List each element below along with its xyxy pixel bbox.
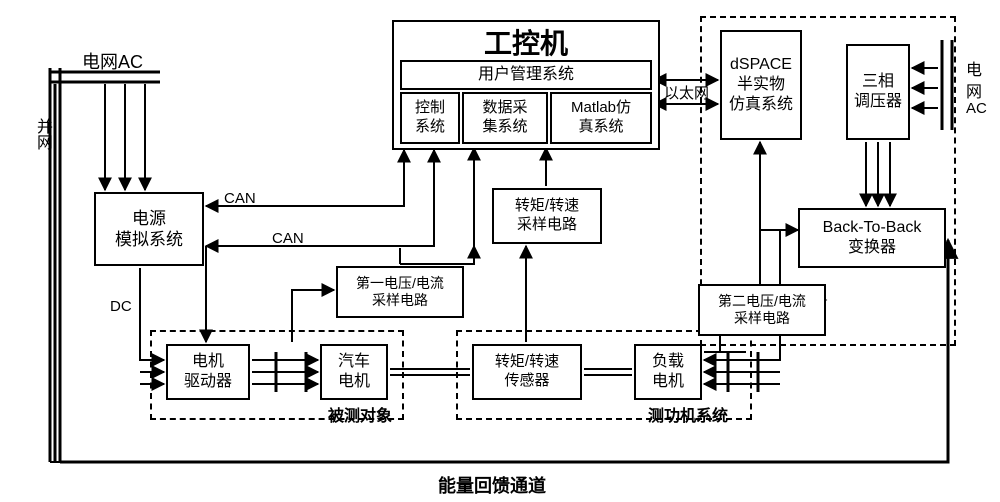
daq-sys-box: 数据采集系统	[462, 92, 548, 144]
motor-drv-box: 电机驱动器	[166, 344, 250, 400]
dut-label: 被测对象	[328, 402, 392, 426]
dc-label: DC	[110, 298, 132, 315]
car-motor-box: 汽车电机	[320, 344, 388, 400]
vi2-box: 第二电压/电流采样电路	[698, 284, 826, 336]
psu-sim-box: 电源模拟系统	[94, 192, 204, 266]
ums-box: 用户管理系统	[400, 60, 652, 90]
load-motor-box: 负载电机	[634, 344, 702, 400]
grid-r3: AC	[966, 100, 987, 117]
vi1-box: 第一电压/电流采样电路	[336, 266, 464, 318]
can-label-2: CAN	[272, 230, 304, 247]
parallel-label: 并网	[30, 118, 54, 150]
regulator-box: 三相调压器	[846, 44, 910, 140]
dspace-box: dSPACE半实物仿真系统	[720, 30, 802, 140]
grid-r2: 网	[966, 78, 982, 102]
feedback-label: 能量回馈通道	[438, 472, 546, 498]
torque-sensor-box: 转矩/转速传感器	[472, 344, 582, 400]
can-label-1: CAN	[224, 190, 256, 207]
grid-ac-left: 电网AC	[82, 48, 143, 74]
ethernet-label: 以太网	[664, 82, 709, 103]
torque-samp-box: 转矩/转速采样电路	[492, 188, 602, 244]
b2b-box: Back-To-Back变换器	[798, 208, 946, 268]
grid-r1: 电	[966, 56, 982, 80]
dyno-label: 测功机系统	[648, 402, 728, 426]
ipc-title: 工控机	[394, 26, 658, 61]
ctrl-sys-box: 控制系统	[400, 92, 460, 144]
matlab-box: Matlab仿真系统	[550, 92, 652, 144]
